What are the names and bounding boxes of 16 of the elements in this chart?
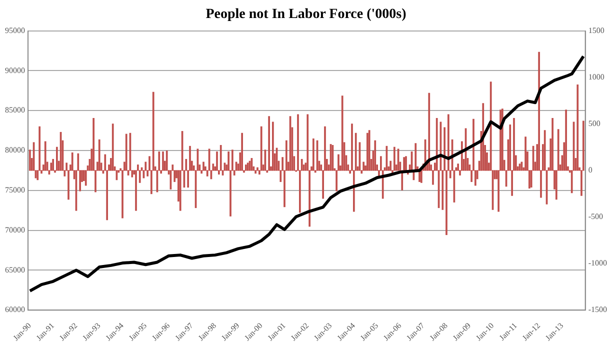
y2-tick-label: -1500 <box>588 305 608 314</box>
y-tick-label: 80000 <box>5 146 25 155</box>
y-tick-label: 65000 <box>5 265 25 274</box>
y2-tick-label: 500 <box>588 119 600 128</box>
y-tick-label: 70000 <box>5 225 25 234</box>
y2-tick-label: 0 <box>588 166 592 175</box>
y-tick-label: 95000 <box>5 26 25 35</box>
y2-tick-label: 1000 <box>588 72 604 82</box>
y2-tick-label: -1000 <box>588 258 608 268</box>
chart-title: People not In Labor Force ('000s) <box>206 7 407 22</box>
y-tick-label: 75000 <box>5 186 25 195</box>
y2-tick-label: 1500 <box>588 26 604 35</box>
y-tick-label: 85000 <box>5 106 25 115</box>
y-tick-label: 90000 <box>5 66 25 75</box>
y2-tick-label: -500 <box>588 212 604 222</box>
y-tick-label: 60000 <box>5 305 25 314</box>
